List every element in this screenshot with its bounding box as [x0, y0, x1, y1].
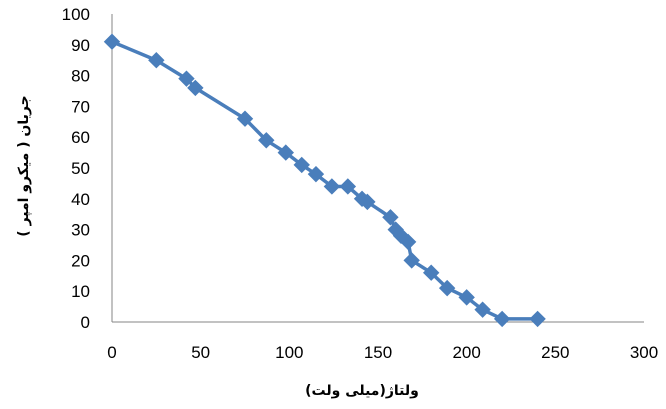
data-point-marker — [474, 301, 491, 318]
y-tick-label: 20 — [71, 251, 90, 270]
series-line — [111, 40, 538, 321]
data-point-marker — [187, 79, 204, 97]
data-point-marker — [403, 252, 420, 269]
y-tick-label: 10 — [71, 282, 90, 301]
chart-axes — [111, 14, 644, 323]
data-point-marker — [359, 193, 376, 211]
x-tick-label: 150 — [364, 343, 392, 362]
x-tick-label: 250 — [541, 343, 569, 362]
y-tick-label: 50 — [71, 159, 90, 178]
data-point-marker — [323, 178, 341, 195]
y-tick-label: 90 — [71, 36, 90, 55]
x-tick-label: 50 — [191, 343, 210, 362]
data-point-marker — [148, 51, 165, 69]
data-point-marker — [399, 233, 417, 251]
y-axis-title: جریان ( میکرو امپر ) — [16, 95, 32, 236]
series-markers — [103, 33, 546, 328]
x-tick-label: 100 — [275, 343, 303, 362]
y-tick-labels: 0 10 20 30 40 50 60 70 80 90 100 — [62, 5, 90, 332]
data-point-marker — [339, 178, 357, 195]
data-point-marker — [529, 310, 546, 328]
x-tick-labels: 0 50 100 150 200 250 300 — [107, 343, 658, 362]
y-tick-label: 30 — [71, 221, 90, 240]
data-point-marker — [422, 264, 440, 281]
data-point-marker — [103, 33, 121, 50]
data-point-marker — [293, 156, 310, 174]
x-tick-label: 200 — [452, 343, 480, 362]
data-point-marker — [178, 70, 195, 87]
y-tick-label: 70 — [71, 97, 90, 116]
data-point-marker — [458, 289, 475, 306]
y-tick-label: 0 — [81, 313, 90, 332]
data-point-marker — [438, 279, 456, 297]
data-point-marker — [236, 110, 254, 127]
y-tick-label: 40 — [71, 190, 90, 209]
data-point-marker — [258, 132, 275, 149]
data-point-marker — [382, 209, 399, 226]
x-axis-title: ولتاژ(میلی ولت) — [305, 383, 419, 399]
data-point-marker — [493, 310, 511, 328]
data-point-marker — [277, 144, 294, 161]
x-tick-label: 300 — [630, 343, 658, 362]
y-tick-label: 60 — [71, 128, 90, 147]
x-tick-label: 0 — [107, 343, 116, 362]
y-tick-label: 80 — [71, 67, 90, 86]
series-line-group — [111, 40, 538, 321]
y-tick-label: 100 — [62, 5, 90, 24]
data-point-marker — [307, 165, 325, 183]
